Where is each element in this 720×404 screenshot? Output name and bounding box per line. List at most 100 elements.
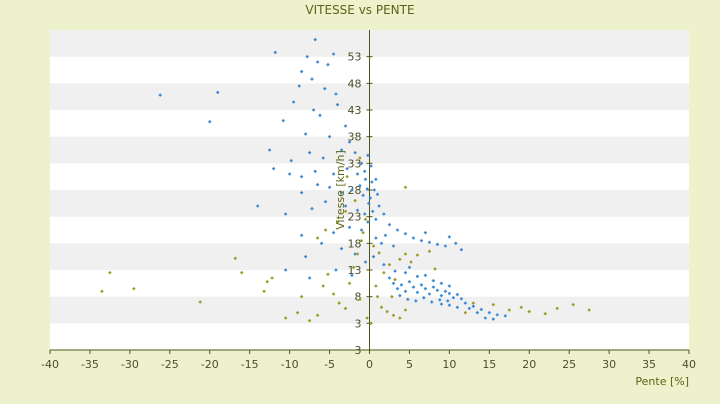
data-point	[318, 113, 322, 118]
data-point	[391, 244, 396, 248]
data-point	[395, 228, 400, 232]
data-point	[315, 313, 320, 318]
x-tick-label: 15	[482, 358, 496, 371]
y-tick-label: 33	[348, 157, 362, 170]
data-point	[313, 37, 317, 42]
data-point	[414, 299, 418, 303]
data-point	[459, 247, 464, 252]
data-point	[315, 182, 320, 187]
data-point	[543, 311, 548, 316]
data-point	[335, 102, 340, 107]
data-point	[370, 209, 375, 214]
data-point	[503, 314, 508, 318]
data-point	[215, 90, 220, 95]
data-point	[519, 305, 524, 310]
data-point	[310, 206, 314, 211]
x-tick-label: 40	[682, 358, 696, 371]
x-tick-label: -30	[121, 358, 139, 371]
data-point	[343, 209, 348, 214]
series-1	[158, 37, 508, 321]
data-point	[379, 241, 384, 246]
data-point	[403, 289, 408, 294]
data-point	[323, 199, 328, 204]
data-point	[382, 212, 386, 216]
data-point	[365, 316, 369, 320]
y-tick-label: 3	[355, 317, 362, 330]
y-tick-label: 8	[355, 291, 362, 304]
data-point	[262, 289, 266, 294]
data-point	[327, 134, 332, 139]
data-point	[447, 235, 452, 239]
data-point	[374, 177, 378, 182]
data-point	[331, 52, 336, 56]
data-point	[353, 198, 357, 203]
data-point	[371, 244, 376, 248]
data-point	[353, 252, 357, 256]
data-point	[359, 238, 364, 243]
data-point	[439, 281, 444, 286]
data-point	[423, 230, 428, 235]
data-point	[427, 292, 432, 296]
data-point	[471, 301, 476, 305]
data-point	[351, 265, 356, 270]
data-point	[310, 77, 314, 81]
data-point	[337, 301, 341, 305]
data-point	[287, 172, 292, 176]
y-tick-label: 48	[348, 77, 362, 90]
data-point	[339, 148, 344, 152]
data-point	[283, 316, 288, 320]
data-point	[365, 187, 369, 191]
data-point	[387, 222, 392, 227]
data-point	[391, 281, 396, 286]
data-point	[362, 169, 367, 174]
data-point	[366, 153, 370, 158]
data-point	[387, 262, 392, 267]
data-point	[451, 295, 456, 300]
x-tick-label: 10	[442, 358, 456, 371]
data-point	[369, 164, 373, 168]
data-point	[435, 242, 440, 247]
data-point	[403, 308, 408, 312]
data-point	[270, 276, 274, 280]
data-point	[403, 231, 408, 236]
x-tick-label: -5	[324, 358, 335, 371]
data-point	[289, 158, 294, 163]
data-point	[491, 302, 496, 307]
data-point	[431, 278, 436, 283]
data-point	[395, 286, 400, 291]
data-point	[471, 304, 476, 309]
data-point	[372, 188, 377, 192]
data-point	[555, 306, 560, 311]
data-point	[299, 190, 304, 195]
data-point	[377, 251, 381, 255]
y-tick-label: 43	[348, 104, 362, 117]
data-point	[423, 273, 428, 278]
y-tick-label: 18	[348, 237, 362, 250]
data-point	[158, 93, 163, 97]
data-point	[313, 169, 317, 174]
data-point	[347, 225, 352, 230]
data-point	[383, 233, 388, 238]
data-point	[273, 50, 278, 55]
data-point	[331, 172, 336, 176]
data-point	[393, 269, 397, 273]
data-point	[353, 150, 357, 155]
data-point	[463, 301, 468, 305]
data-point	[407, 279, 412, 284]
data-point	[433, 267, 437, 271]
data-point	[307, 276, 312, 280]
series-2	[100, 156, 591, 326]
data-point	[406, 297, 410, 302]
data-point	[447, 284, 452, 288]
data-point	[447, 291, 452, 296]
x-tick-label: 35	[642, 358, 656, 371]
data-point	[391, 313, 396, 318]
data-point	[363, 260, 368, 264]
x-tick-label: -15	[241, 358, 259, 371]
data-point	[463, 310, 468, 315]
data-point	[487, 310, 492, 315]
data-point	[303, 254, 308, 259]
data-point	[100, 289, 104, 294]
x-tick-label: 20	[522, 358, 536, 371]
